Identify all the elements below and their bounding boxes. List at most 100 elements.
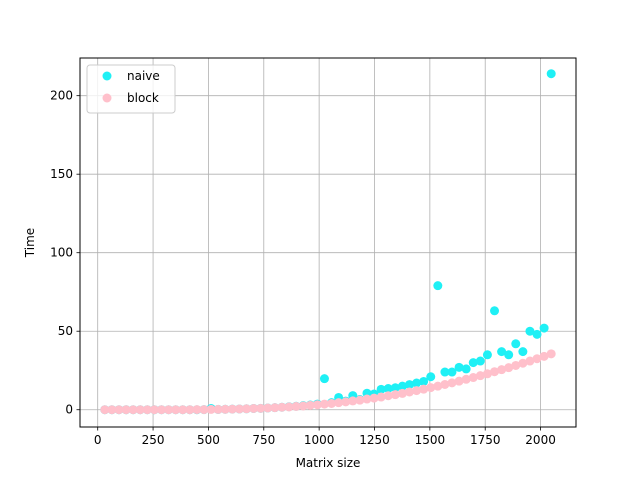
point-block: [539, 351, 549, 361]
x-tick-label: 1500: [415, 433, 446, 447]
point-block: [355, 395, 365, 405]
point-block: [447, 378, 457, 388]
point-naive: [440, 367, 450, 377]
point-naive: [525, 326, 535, 336]
x-tick-label: 2000: [525, 433, 556, 447]
point-block: [100, 405, 110, 415]
point-block: [490, 367, 500, 377]
point-block: [298, 401, 308, 411]
point-block: [263, 403, 273, 413]
point-block: [376, 392, 386, 402]
x-tick-label: 1750: [470, 433, 501, 447]
x-axis-label: Matrix size: [296, 456, 361, 470]
point-block: [305, 400, 315, 410]
grid-lines: [80, 58, 576, 427]
point-block: [220, 404, 230, 414]
point-block: [412, 386, 422, 396]
point-block: [546, 349, 556, 359]
x-tick-label: 1000: [304, 433, 335, 447]
point-block: [440, 379, 450, 389]
point-block: [121, 405, 131, 415]
point-naive: [412, 378, 422, 388]
point-naive: [376, 384, 386, 394]
point-block: [482, 369, 492, 379]
point-block: [114, 405, 124, 415]
x-tick-label: 0: [94, 433, 102, 447]
point-block: [178, 405, 188, 415]
point-block: [426, 383, 436, 393]
point-naive: [518, 347, 528, 357]
point-naive: [426, 372, 436, 382]
point-block: [149, 405, 159, 415]
point-naive: [546, 69, 556, 79]
legend-label-naive: naive: [127, 69, 160, 83]
point-block: [192, 405, 202, 415]
point-block: [404, 387, 414, 397]
legend-label-block: block: [127, 91, 159, 105]
point-block: [319, 399, 329, 409]
x-tick-label: 750: [252, 433, 275, 447]
point-block: [525, 356, 535, 366]
x-tick-label: 500: [197, 433, 220, 447]
point-block: [249, 403, 259, 413]
point-block: [362, 394, 372, 404]
point-block: [185, 405, 195, 415]
point-naive: [419, 376, 429, 386]
point-naive: [404, 380, 414, 390]
point-block: [532, 354, 542, 364]
y-tick-label: 0: [65, 403, 73, 417]
point-block: [135, 405, 145, 415]
series-naive: [100, 69, 556, 415]
point-block: [277, 402, 287, 412]
point-block: [348, 396, 358, 406]
legend-marker-naive: [102, 71, 112, 81]
point-block: [518, 358, 528, 368]
point-naive: [490, 306, 500, 316]
point-block: [227, 404, 237, 414]
point-naive: [383, 384, 393, 394]
point-block: [419, 384, 429, 394]
axis-ticks: 0 250 500 750 1000 1250 1500 1750 2000 0 50 100 150 2…: [50, 89, 556, 447]
point-block: [504, 363, 514, 373]
x-tick-label: 250: [142, 433, 165, 447]
point-block: [334, 398, 344, 408]
point-block: [242, 404, 252, 414]
point-block: [256, 403, 266, 413]
point-naive: [447, 367, 457, 377]
point-block: [156, 405, 166, 415]
legend-marker-block: [102, 93, 112, 103]
point-block: [199, 405, 209, 415]
point-naive: [461, 364, 471, 374]
y-tick-label: 150: [50, 167, 73, 181]
point-naive: [454, 362, 464, 372]
point-block: [142, 405, 152, 415]
point-naive: [319, 374, 329, 384]
point-naive: [397, 381, 407, 391]
point-block: [171, 405, 181, 415]
point-block: [461, 374, 471, 384]
y-tick-label: 200: [50, 89, 73, 103]
data-points: [100, 69, 556, 415]
point-block: [327, 398, 337, 408]
series-block: [100, 349, 556, 415]
point-block: [270, 403, 280, 413]
point-naive: [390, 383, 400, 393]
point-block: [213, 404, 223, 414]
point-block: [341, 397, 351, 407]
point-block: [284, 402, 294, 412]
point-naive: [504, 350, 514, 360]
point-block: [454, 376, 464, 386]
point-naive: [475, 356, 485, 366]
point-naive: [482, 350, 492, 360]
point-block: [206, 404, 216, 414]
point-block: [312, 400, 322, 410]
point-naive: [511, 339, 521, 349]
point-block: [497, 365, 507, 375]
point-block: [369, 393, 379, 403]
x-tick-label: 1250: [359, 433, 390, 447]
point-block: [390, 390, 400, 400]
point-block: [164, 405, 174, 415]
y-tick-label: 100: [50, 246, 73, 260]
point-naive: [497, 347, 507, 357]
